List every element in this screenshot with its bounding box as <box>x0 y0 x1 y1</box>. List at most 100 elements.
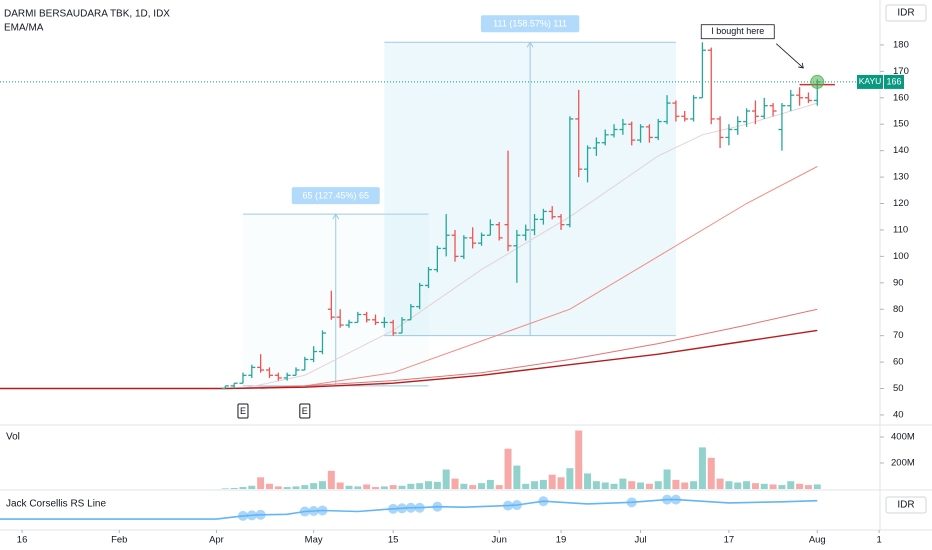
volume-bar <box>451 478 459 489</box>
volume-bar <box>416 483 424 489</box>
x-tick-label: 15 <box>388 535 399 546</box>
volume-bar <box>751 483 759 489</box>
volume-bar <box>363 484 371 489</box>
x-tick-label: Feb <box>111 535 127 546</box>
rs-new-high <box>237 510 248 521</box>
currency: IDR <box>897 500 914 511</box>
currency-box[interactable] <box>885 4 927 22</box>
volume-bar <box>804 485 812 489</box>
volume-bar <box>645 483 653 489</box>
y-tick-label: 100 <box>893 251 909 262</box>
volume-bar <box>442 469 450 489</box>
volume-bar <box>407 483 415 489</box>
indicator-label: EMA/MA <box>4 23 44 34</box>
volume-bar <box>743 481 751 489</box>
rs-new-high <box>670 494 681 505</box>
volume-bar <box>557 477 565 489</box>
note-text: I bought here <box>711 26 764 36</box>
x-tick-label: Apr <box>209 535 224 546</box>
rs-new-high <box>246 510 257 521</box>
volume-bar <box>274 486 282 489</box>
rs-new-high <box>414 502 425 513</box>
volume-bar <box>566 468 574 489</box>
currency: IDR <box>897 8 914 19</box>
note-box <box>700 24 775 40</box>
measure-arrow-head <box>526 41 534 48</box>
rs-new-high <box>308 506 319 516</box>
volume-bar <box>628 481 636 489</box>
volume-bar <box>716 478 724 489</box>
volume-bar <box>601 482 609 489</box>
y-tick-label: 60 <box>893 357 904 368</box>
volume-label: Vol <box>6 432 20 443</box>
note-arrow <box>775 43 804 69</box>
x-tick-label: 16 <box>17 535 28 546</box>
last-price-box <box>884 74 904 89</box>
x-tick-label: Aug <box>809 535 826 546</box>
rs-new-high <box>511 500 522 511</box>
volume-bar <box>469 485 477 489</box>
volume-bar <box>478 483 486 489</box>
volume-bar <box>539 479 547 489</box>
volume-bar <box>265 483 273 489</box>
y-tick-label: 120 <box>893 198 909 209</box>
x-tick-label: Jul <box>634 535 646 546</box>
measure-label: 65 (127.45%) 65 <box>302 190 369 200</box>
marks: 65 (127.45%) 65 111 (158.57%) 111 I bought… <box>0 15 880 521</box>
volume-bar <box>690 481 698 489</box>
rs-new-high <box>538 496 549 507</box>
volume-bar <box>813 484 821 489</box>
earnings-box <box>299 403 311 419</box>
volume-bar <box>292 486 300 489</box>
measure-label-box <box>291 187 380 205</box>
volume-bar <box>380 486 388 489</box>
y-tick-label: 130 <box>893 172 909 183</box>
rs-new-high <box>317 505 328 516</box>
y-tick-label: 80 <box>893 304 904 315</box>
volume-bar <box>663 469 671 489</box>
volume-bar <box>257 477 265 489</box>
volume-bar <box>425 481 433 489</box>
y-tick-label: 70 <box>893 330 904 341</box>
vol-tick-label: 400M <box>891 432 915 443</box>
chart-title: DARMI BERSAUDARA TBK, 1D, IDX <box>4 9 170 20</box>
rs-new-high <box>503 500 514 511</box>
currency-box[interactable] <box>885 496 927 514</box>
volume-bar <box>513 465 521 489</box>
volume-bar <box>619 478 627 489</box>
x-tick-label: 1 <box>876 535 881 546</box>
y-tick-label: 150 <box>893 119 909 130</box>
y-tick-label: 40 <box>893 409 904 420</box>
earnings-box <box>237 403 249 419</box>
volume-bar <box>230 487 238 489</box>
ma-line <box>260 166 818 389</box>
volume-bar <box>522 483 530 489</box>
x-tick-label: May <box>305 535 323 546</box>
note-arrow-head <box>798 62 804 69</box>
volume-bar <box>548 474 556 489</box>
rs-new-high <box>626 497 637 508</box>
volume-bar <box>787 481 795 489</box>
volume-bar <box>575 430 583 489</box>
volume-bar <box>796 483 804 489</box>
volume-bar <box>398 485 406 489</box>
volume-bar <box>734 482 742 489</box>
y-tick-label: 90 <box>893 277 904 288</box>
volume-bar <box>495 485 503 489</box>
volume-bar <box>433 481 441 489</box>
volume-bar <box>239 487 247 489</box>
y-tick-label: 50 <box>893 383 904 394</box>
volume-bar <box>725 481 733 489</box>
rs-new-high <box>299 506 310 517</box>
vol-tick-label: 200M <box>891 458 915 469</box>
volume-bar <box>504 448 512 489</box>
volume-bar <box>460 483 468 489</box>
x-tick-label: 17 <box>724 535 735 546</box>
measure-arrow-head <box>332 213 340 220</box>
rs-new-high <box>662 494 673 505</box>
y-tick-label: 180 <box>893 39 909 50</box>
rs-new-high <box>432 501 443 512</box>
volume-bar <box>372 487 380 489</box>
volume-bar <box>769 484 777 489</box>
